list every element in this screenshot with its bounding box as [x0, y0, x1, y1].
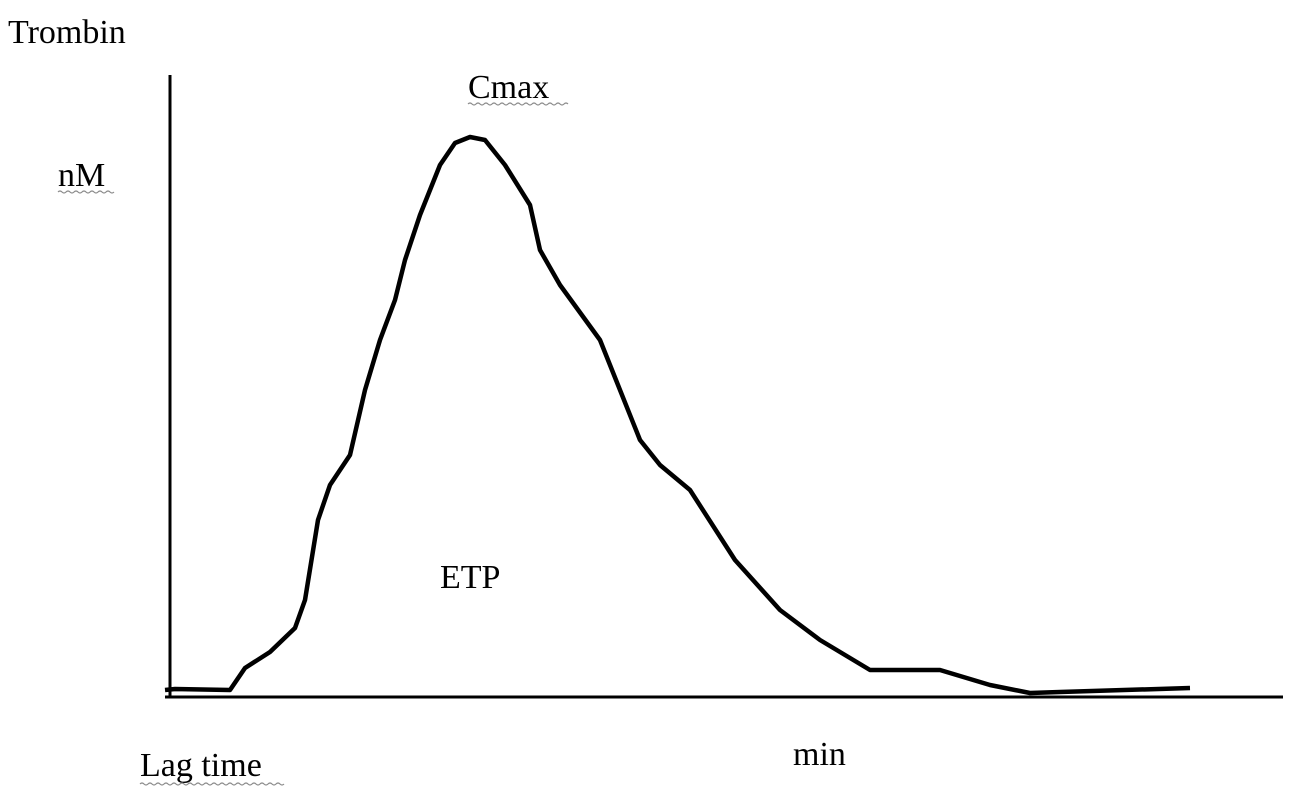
peak-label: Cmax [468, 69, 549, 106]
lag-label: Lag time [140, 747, 262, 784]
area-label: ETP [440, 559, 500, 596]
spell-underline [57, 190, 115, 194]
thrombin-curve [164, 134, 1191, 696]
y-unit: nM [58, 157, 105, 194]
title: Trombin [8, 14, 126, 51]
x-unit: min [793, 736, 846, 773]
spell-underline [139, 782, 285, 786]
spell-underline [467, 102, 569, 106]
